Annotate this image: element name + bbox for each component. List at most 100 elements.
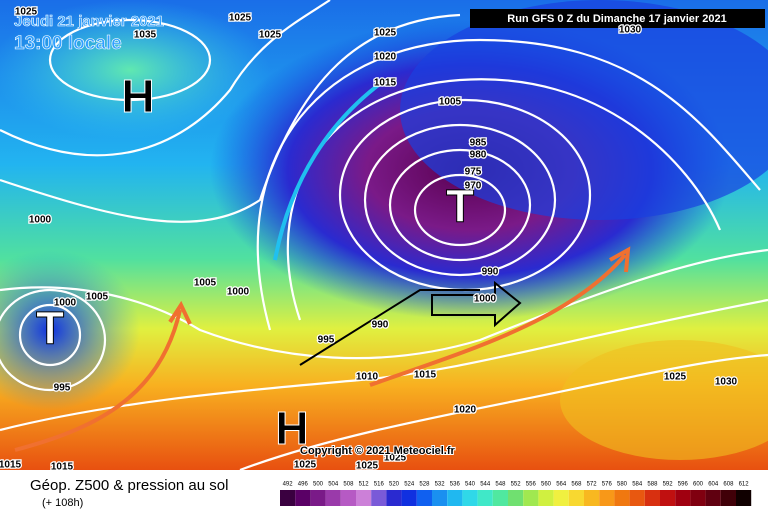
legend-label: 524 — [404, 482, 415, 488]
isobar — [363, 123, 557, 277]
isobar-label: 1025 — [229, 13, 252, 24]
isobar-label: 995 — [318, 335, 335, 346]
isobar — [286, 78, 722, 321]
isobar-label: 985 — [470, 138, 487, 149]
isobar-label: 1005 — [86, 292, 109, 303]
isobar-label: 990 — [482, 267, 499, 278]
isobar — [0, 13, 461, 223]
isobar-label: 1000 — [29, 215, 52, 226]
legend-label: 512 — [359, 482, 370, 488]
legend-swatch — [720, 490, 736, 506]
legend-label: 500 — [313, 482, 324, 488]
isobar — [0, 288, 107, 392]
legend-swatch — [599, 490, 615, 506]
isobar-label: 975 — [465, 167, 482, 178]
isobar-label: 1000 — [227, 287, 250, 298]
run-banner — [470, 9, 765, 28]
isobar-label: 1020 — [454, 405, 477, 416]
legend-swatch — [492, 490, 508, 506]
legend-swatch — [432, 490, 448, 506]
legend-swatch — [644, 490, 660, 506]
isobar-label: 1005 — [439, 97, 462, 108]
isobar-label: 1025 — [259, 30, 282, 41]
legend-swatch — [416, 490, 432, 506]
isobar — [239, 353, 768, 472]
map — [0, 0, 768, 472]
legend-label: 552 — [511, 482, 522, 488]
valid-time: 13:00 locale — [14, 33, 122, 54]
legend-label: 600 — [693, 482, 704, 488]
legend-label: 504 — [328, 482, 339, 488]
isobar-label: 1025 — [356, 461, 379, 472]
legend-swatch — [386, 490, 402, 506]
legend-label: 516 — [374, 482, 385, 488]
legend-swatch — [660, 490, 676, 506]
run-label: Run GFS 0 Z du Dimanche 17 janvier 2021 — [507, 13, 726, 25]
legend-swatch — [690, 490, 706, 506]
legend-label: 572 — [587, 482, 598, 488]
pressure-center: H — [275, 402, 308, 454]
legend-swatch — [553, 490, 569, 506]
legend-swatch — [310, 490, 326, 506]
legend-label: 560 — [541, 482, 552, 488]
warm-field — [560, 340, 768, 460]
valid-date: Jeudi 21 janvier 2021 — [14, 13, 164, 30]
legend-label: 508 — [343, 482, 354, 488]
isobar — [413, 173, 507, 247]
legend-label: 564 — [556, 482, 567, 488]
legend-label: 540 — [465, 482, 476, 488]
legend-label: 492 — [283, 482, 294, 488]
legend-swatch — [401, 490, 417, 506]
legend-label: 496 — [298, 482, 309, 488]
isobar-label: 1025 — [664, 372, 687, 383]
isobar — [18, 303, 82, 367]
isobar — [0, 0, 331, 157]
flow-arrow — [431, 280, 522, 328]
legend-swatch — [356, 490, 372, 506]
isobar-label: 995 — [54, 383, 71, 394]
pressure-center: H — [121, 70, 154, 122]
footer-title: Géop. Z500 & pression au sol — [30, 477, 228, 494]
isobar-label: 970 — [465, 181, 482, 192]
legend-swatch — [477, 490, 493, 506]
isobar-label: 1025 — [15, 7, 38, 18]
legend-swatch — [462, 490, 478, 506]
isobar-label: 1035 — [134, 30, 157, 41]
isobar-label: 1025 — [384, 453, 407, 464]
legend-label: 544 — [480, 482, 491, 488]
jet-axis — [273, 78, 387, 261]
isobar-label: 1025 — [294, 460, 317, 471]
warm-advection-arrow — [14, 309, 182, 452]
arrow-head — [168, 300, 192, 325]
legend-swatch — [614, 490, 630, 506]
isobar-label: 1015 — [374, 78, 397, 89]
legend-swatch — [295, 490, 311, 506]
isobar-label: 980 — [470, 150, 487, 161]
pressure-center: T — [446, 180, 474, 232]
legend-swatch — [325, 490, 341, 506]
legend-swatch — [508, 490, 524, 506]
forecast-lead: (+ 108h) — [42, 497, 83, 509]
isobar — [256, 38, 761, 331]
legend-label: 536 — [450, 482, 461, 488]
legend-label: 608 — [723, 482, 734, 488]
legend-label: 548 — [495, 482, 506, 488]
legend-swatch — [340, 490, 356, 506]
isobar-label: 1020 — [374, 52, 397, 63]
legend-label: 556 — [526, 482, 537, 488]
isobar — [388, 148, 532, 262]
legend-swatch — [705, 490, 721, 506]
flow-line — [299, 289, 480, 366]
legend-swatch — [736, 490, 752, 506]
legend-label: 592 — [663, 482, 674, 488]
isobar — [48, 18, 212, 102]
arrow-head — [609, 246, 631, 273]
legend-label: 588 — [647, 482, 658, 488]
isobar-label: 1000 — [54, 298, 77, 309]
pressure-center: T — [36, 302, 64, 354]
legend-label: 528 — [419, 482, 430, 488]
isobar-label: 1000 — [474, 294, 497, 305]
legend-swatch — [447, 490, 463, 506]
warm-advection-arrow — [369, 253, 627, 387]
